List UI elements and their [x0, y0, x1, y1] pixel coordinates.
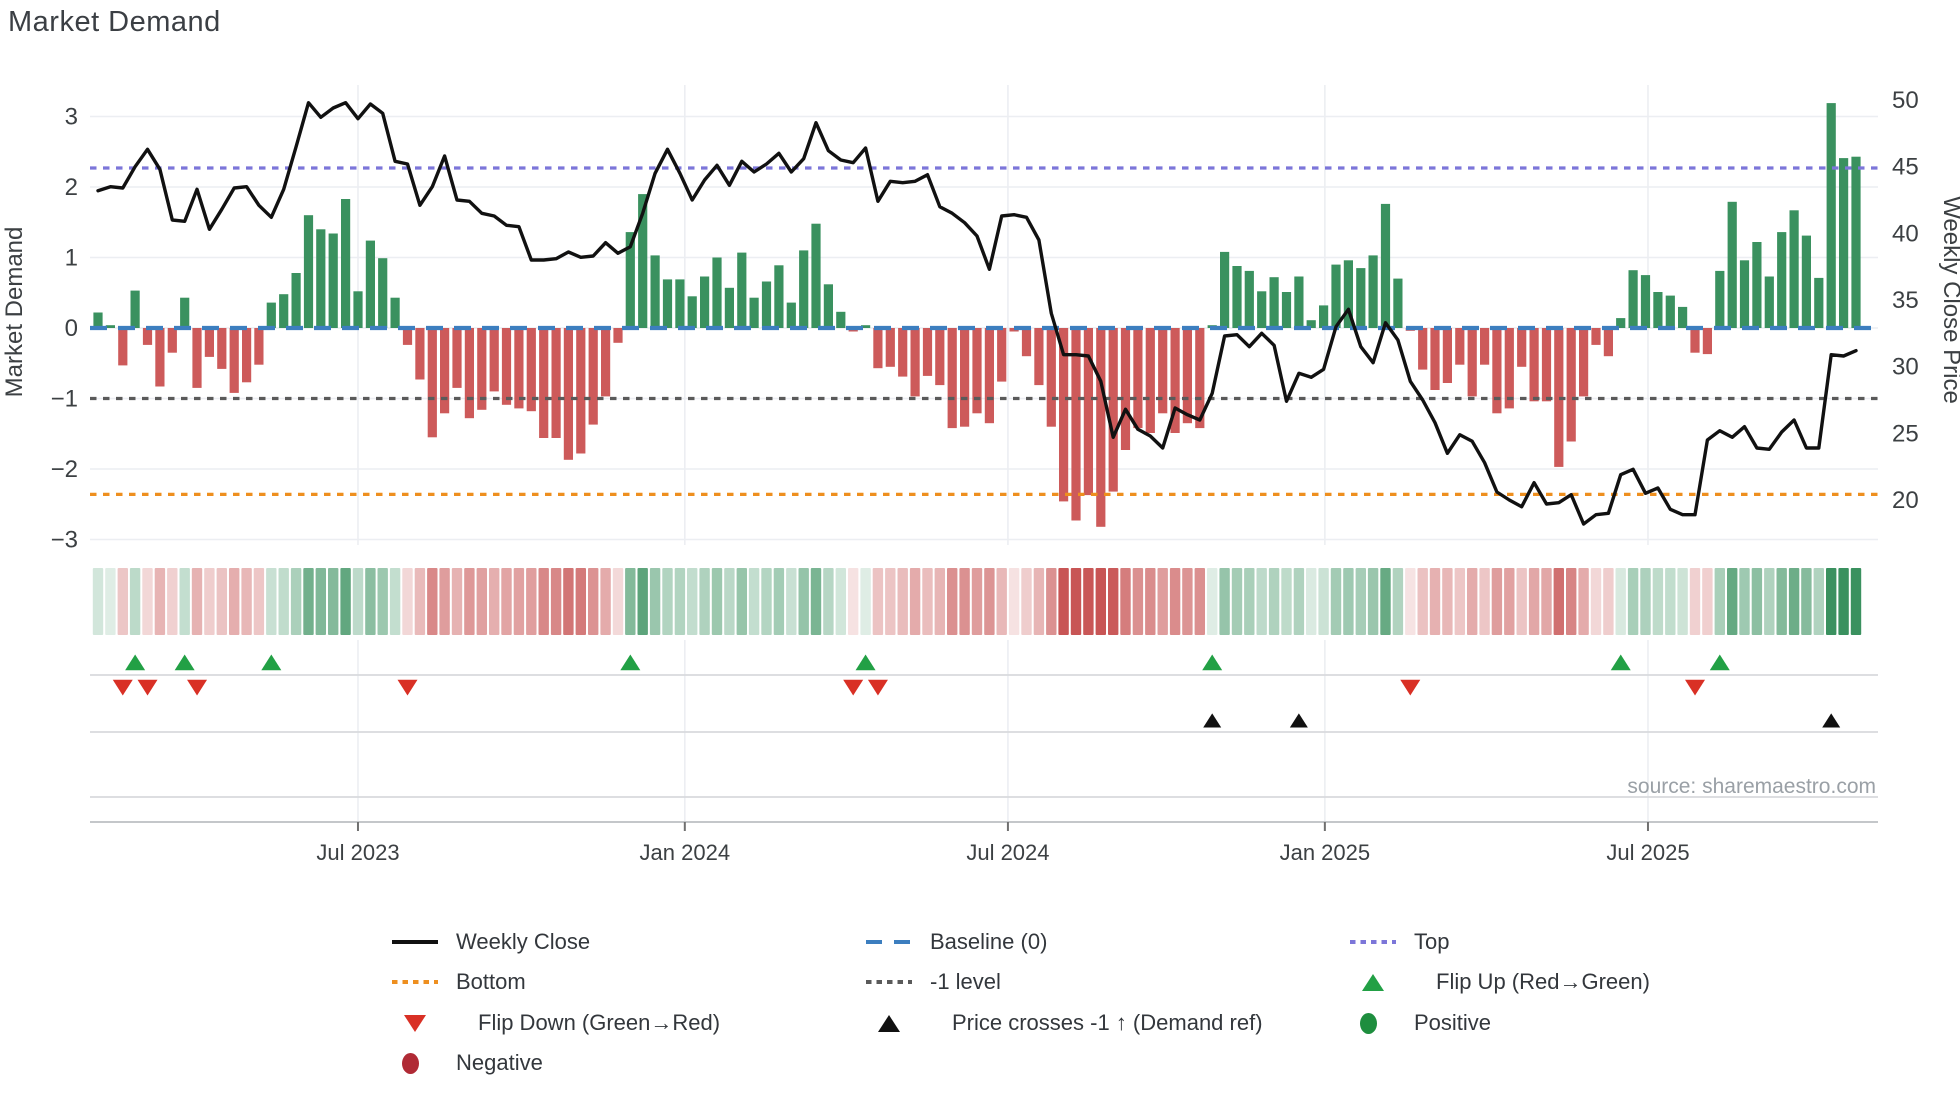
svg-text:Jul 2023: Jul 2023: [316, 840, 399, 865]
chart-title: Market Demand: [8, 6, 221, 38]
market-demand-chart: 3 2 1 0 −1 −2 −3 50 45 40 35 30 25 20 Jul 2023 Jan 2024…: [1, 85, 1960, 865]
v-gridlines: [357, 85, 1649, 822]
svg-text:35: 35: [1892, 287, 1919, 314]
legend-swatch-line-solid: [392, 940, 438, 944]
demand-bars: [93, 103, 1861, 527]
legend-item-negative: Negative: [392, 1048, 543, 1078]
legend-label: Negative: [456, 1050, 543, 1075]
svg-text:3: 3: [65, 104, 78, 131]
legend-swatch-line-dotted: [392, 980, 438, 984]
heatmap-strip: [92, 568, 1862, 635]
legend-label: Top: [1414, 929, 1450, 954]
svg-text:0: 0: [65, 315, 78, 342]
legend-item-1-level: -1 level: [866, 967, 1001, 997]
legend-label: Flip Up (Red→Green): [1436, 969, 1650, 994]
legend-item-baseline-0: Baseline (0): [866, 927, 1047, 957]
legend-item-flip-up-red-green: Flip Up (Red→Green): [1350, 967, 1650, 997]
svg-text:−2: −2: [51, 456, 78, 483]
left-axis-ticks: 3 2 1 0 −1 −2 −3: [51, 104, 78, 554]
legend-swatch-triangle-up: [1362, 973, 1384, 991]
legend-label: -1 level: [930, 969, 1001, 994]
svg-text:2: 2: [65, 174, 78, 201]
svg-text:45: 45: [1892, 154, 1919, 181]
legend-label: Price crosses -1 ↑ (Demand ref): [952, 1010, 1263, 1035]
legend-swatch-triangle-down: [404, 1014, 426, 1032]
legend-label: Positive: [1414, 1010, 1492, 1035]
right-axis-label: Weekly Close Price: [1938, 196, 1960, 404]
legend-item-positive: Positive: [1350, 1008, 1491, 1038]
left-axis-label: Market Demand: [1, 227, 28, 398]
svg-text:−1: −1: [51, 386, 78, 413]
band-lines: [90, 674, 1878, 823]
svg-text:Jan 2025: Jan 2025: [1280, 840, 1371, 865]
right-axis-ticks: 50 45 40 35 30 25 20: [1892, 87, 1919, 514]
svg-text:Jul 2025: Jul 2025: [1606, 840, 1689, 865]
svg-text:40: 40: [1892, 220, 1919, 247]
x-axis-ticks: Jul 2023 Jan 2024 Jul 2024 Jan 2025 Jul 2025: [316, 822, 1690, 865]
legend-item-weekly-close: Weekly Close: [392, 927, 590, 957]
svg-text:25: 25: [1892, 420, 1919, 447]
flip-up-markers: [125, 654, 1730, 671]
legend-swatch-line-dashed: [866, 940, 912, 944]
legend-item-bottom: Bottom: [392, 967, 526, 997]
legend-label: Weekly Close: [456, 929, 591, 954]
svg-text:50: 50: [1892, 87, 1919, 114]
legend-swatch-triangle-up: [878, 1014, 900, 1032]
legend-item-top: Top: [1350, 927, 1449, 957]
source-credit: source: sharemaestro.com: [1627, 775, 1876, 798]
legend-item-flip-down-green-red: Flip Down (Green→Red): [392, 1008, 720, 1038]
legend-swatch-line-dotted: [866, 980, 912, 984]
svg-text:Jul 2024: Jul 2024: [966, 840, 1049, 865]
flip-down-markers: [112, 679, 1706, 696]
svg-text:−3: −3: [51, 527, 78, 554]
legend-swatch-line-dotted: [1350, 940, 1396, 944]
legend-label: Baseline (0): [930, 929, 1048, 954]
legend-label: Bottom: [456, 969, 526, 994]
svg-text:Jan 2024: Jan 2024: [640, 840, 731, 865]
legend-label: Flip Down (Green→Red): [478, 1010, 721, 1035]
price-line: [96, 100, 1858, 526]
legend-item-price-crosses-1-demand-ref: Price crosses -1 ↑ (Demand ref): [866, 1008, 1263, 1038]
svg-text:1: 1: [65, 245, 78, 272]
svg-text:30: 30: [1892, 354, 1919, 381]
legend-swatch-circle: [1360, 1012, 1377, 1034]
price-cross-markers: [1203, 713, 1841, 728]
svg-text:20: 20: [1892, 487, 1919, 514]
legend-swatch-circle: [402, 1052, 419, 1074]
